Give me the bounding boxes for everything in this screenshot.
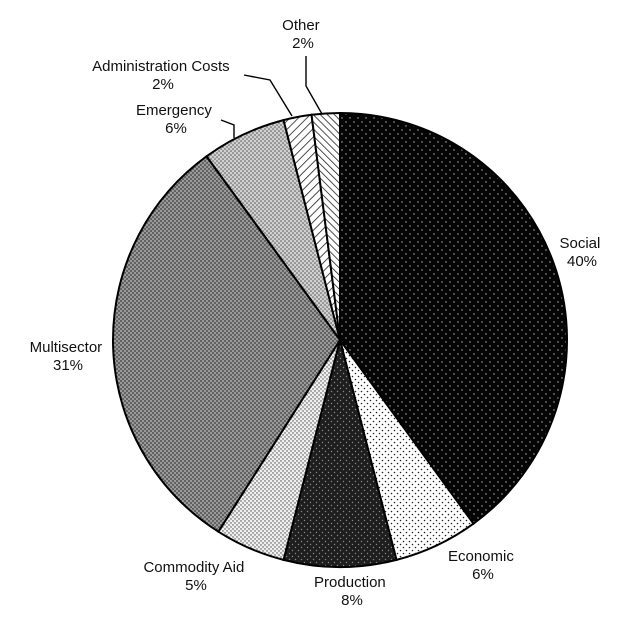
label-commodity-aid: Commodity Aid 5% bbox=[143, 559, 248, 594]
label-social-value: 40% bbox=[567, 253, 597, 270]
label-other-value: 2% bbox=[292, 35, 314, 52]
label-production-name: Production bbox=[314, 574, 386, 591]
label-commodity-aid-name: Commodity Aid bbox=[143, 559, 244, 576]
label-administration-costs-value: 2% bbox=[152, 76, 174, 93]
label-production: Production 8% bbox=[314, 574, 390, 609]
label-other-name: Other bbox=[282, 17, 320, 34]
slice-labels: Social 40% Economic 6% Production 8% Com… bbox=[30, 17, 604, 609]
label-administration-costs-name: Administration Costs bbox=[92, 58, 230, 75]
label-economic-value: 6% bbox=[472, 566, 494, 583]
label-multisector: Multisector 31% bbox=[30, 339, 107, 374]
label-economic-name: Economic bbox=[448, 548, 514, 565]
label-leaders bbox=[220, 56, 323, 138]
slice-production bbox=[282, 339, 398, 569]
label-commodity-aid-value: 5% bbox=[185, 577, 207, 594]
label-administration-costs: Administration Costs 2% bbox=[92, 58, 234, 93]
slice-other bbox=[310, 111, 341, 341]
leader-administration-costs bbox=[243, 74, 293, 117]
label-social: Social 40% bbox=[559, 235, 604, 270]
slice-multisector bbox=[112, 154, 342, 534]
label-economic: Economic 6% bbox=[448, 548, 518, 583]
label-emergency: Emergency 6% bbox=[136, 102, 216, 137]
leader-emergency bbox=[220, 119, 235, 138]
pie-slices bbox=[112, 111, 568, 569]
label-production-value: 8% bbox=[341, 592, 363, 609]
leader-other bbox=[305, 56, 323, 115]
label-other: Other 2% bbox=[282, 17, 324, 52]
slice-social bbox=[339, 111, 568, 526]
label-multisector-name: Multisector bbox=[30, 339, 103, 356]
label-emergency-name: Emergency bbox=[136, 102, 212, 119]
label-emergency-value: 6% bbox=[165, 120, 187, 137]
label-multisector-value: 31% bbox=[53, 357, 83, 374]
label-social-name: Social bbox=[559, 235, 600, 252]
